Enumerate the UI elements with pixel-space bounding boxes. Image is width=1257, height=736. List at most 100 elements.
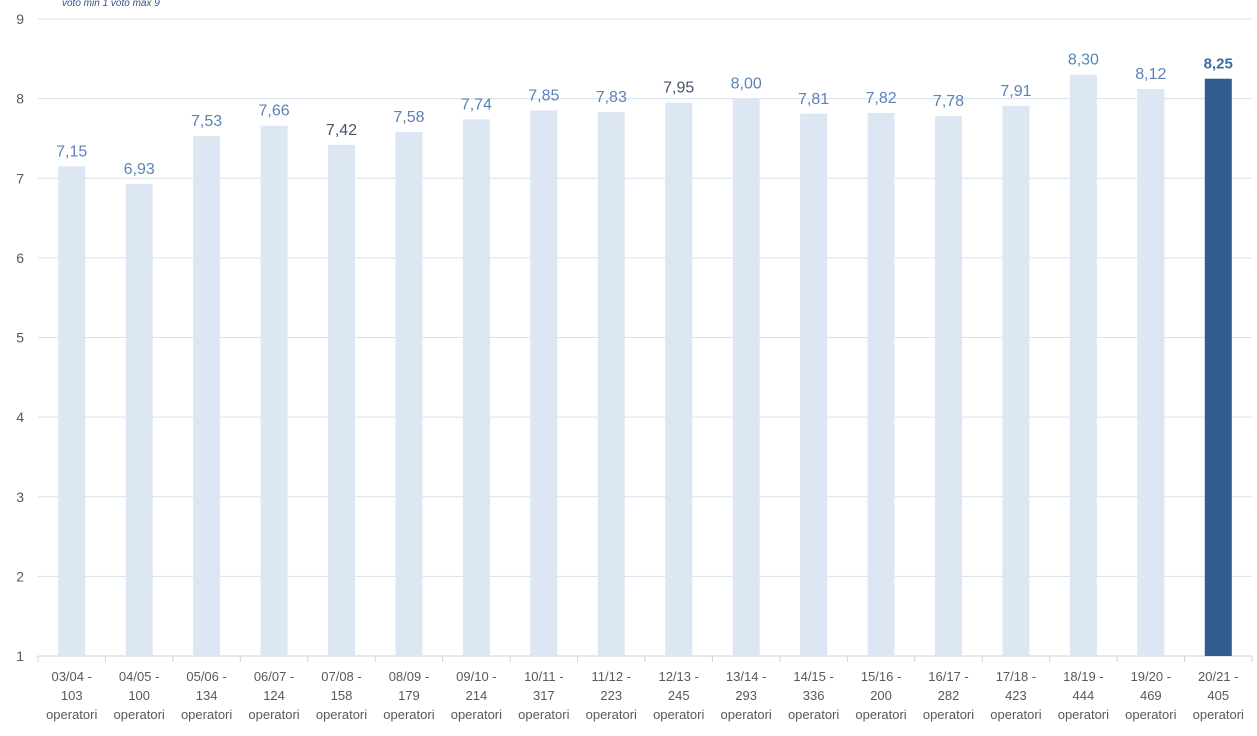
category-label: operatori — [181, 707, 232, 722]
category-label: 158 — [331, 688, 353, 703]
category-label: 336 — [803, 688, 825, 703]
data-label: 8,25 — [1204, 56, 1233, 73]
category-label: operatori — [586, 707, 637, 722]
data-label: 8,00 — [731, 76, 762, 93]
bar — [193, 136, 221, 656]
data-label: 7,78 — [933, 93, 964, 110]
y-tick-label: 7 — [16, 170, 24, 186]
category-label: 245 — [668, 688, 690, 703]
category-label: 124 — [263, 688, 285, 703]
category-label: 05/06 - — [186, 669, 226, 684]
y-tick-label: 5 — [16, 330, 24, 346]
category-label: operatori — [1125, 707, 1176, 722]
bar — [1137, 89, 1165, 656]
bar — [597, 112, 625, 656]
category-label: operatori — [855, 707, 906, 722]
data-label: 7,42 — [326, 122, 357, 139]
bar — [530, 110, 558, 657]
bar — [58, 166, 86, 656]
y-tick-label: 3 — [16, 489, 24, 505]
data-label: 7,83 — [596, 89, 627, 106]
category-label: 13/14 - — [726, 669, 766, 684]
category-label: 11/12 - — [592, 669, 632, 684]
category-label: 179 — [398, 688, 420, 703]
category-label: 103 — [61, 688, 83, 703]
bar — [867, 112, 895, 656]
data-label: 6,93 — [124, 161, 155, 178]
category-label: 100 — [128, 688, 150, 703]
bar — [395, 132, 423, 656]
category-label: operatori — [316, 707, 367, 722]
data-label: 7,81 — [798, 91, 829, 108]
category-label: 223 — [600, 688, 622, 703]
category-label: operatori — [990, 707, 1041, 722]
bar — [800, 113, 828, 656]
data-label: 7,85 — [528, 88, 559, 105]
category-label: 214 — [466, 688, 488, 703]
scale-note: voto min 1 voto max 9 — [62, 0, 160, 9]
bar — [935, 116, 962, 656]
category-label: 444 — [1073, 688, 1095, 703]
data-label: 7,82 — [865, 90, 896, 107]
category-label: operatori — [46, 707, 97, 722]
category-label: 06/07 - — [254, 669, 294, 684]
data-label: 7,74 — [461, 96, 492, 113]
data-label: 7,53 — [191, 113, 222, 130]
category-label: 18/19 - — [1063, 669, 1103, 684]
category-label: 423 — [1005, 688, 1027, 703]
category-label: 12/13 - — [658, 669, 698, 684]
category-label: 07/08 - — [321, 669, 361, 684]
category-label: operatori — [114, 707, 165, 722]
category-label: operatori — [923, 707, 974, 722]
category-label: operatori — [788, 707, 839, 722]
bar — [1069, 74, 1097, 657]
category-label: 15/16 - — [861, 669, 901, 684]
category-label: operatori — [1193, 707, 1244, 722]
bar — [665, 102, 693, 656]
category-label: 405 — [1207, 688, 1229, 703]
category-label: 04/05 - — [119, 669, 159, 684]
category-label: 17/18 - — [996, 669, 1036, 684]
data-label: 7,15 — [56, 143, 87, 160]
category-label: 09/10 - — [456, 669, 496, 684]
bar — [125, 183, 153, 657]
category-label: operatori — [518, 707, 569, 722]
y-tick-label: 9 — [16, 11, 24, 27]
data-label: 7,95 — [663, 80, 694, 97]
data-label: 8,30 — [1068, 52, 1099, 69]
category-label: 469 — [1140, 688, 1162, 703]
category-label: 08/09 - — [389, 669, 429, 684]
data-label: 7,91 — [1000, 83, 1031, 100]
bar — [328, 144, 355, 656]
category-label: operatori — [1058, 707, 1109, 722]
category-label: 282 — [938, 688, 960, 703]
data-label: 7,66 — [258, 103, 289, 120]
bar — [732, 98, 760, 656]
category-label: 317 — [533, 688, 555, 703]
category-label: 03/04 - — [51, 669, 91, 684]
category-label: 19/20 - — [1131, 669, 1171, 684]
y-tick-label: 6 — [16, 250, 24, 266]
category-label: 134 — [196, 688, 218, 703]
data-label: 7,58 — [393, 109, 424, 126]
category-label: 293 — [735, 688, 757, 703]
y-tick-label: 4 — [16, 409, 24, 425]
bar — [462, 119, 490, 656]
y-tick-label: 2 — [16, 568, 24, 584]
category-label: operatori — [721, 707, 772, 722]
category-label: 20/21 - — [1198, 669, 1238, 684]
category-label: 14/15 - — [793, 669, 833, 684]
bar — [1204, 78, 1232, 656]
category-label: operatori — [653, 707, 704, 722]
category-label: operatori — [451, 707, 502, 722]
category-label: 10/11 - — [524, 669, 564, 684]
category-label: operatori — [383, 707, 434, 722]
category-label: operatori — [248, 707, 299, 722]
data-label: 8,12 — [1135, 66, 1166, 83]
y-tick-label: 8 — [16, 91, 24, 107]
bar — [1002, 105, 1030, 656]
y-tick-label: 1 — [16, 648, 24, 664]
bar — [260, 125, 288, 656]
